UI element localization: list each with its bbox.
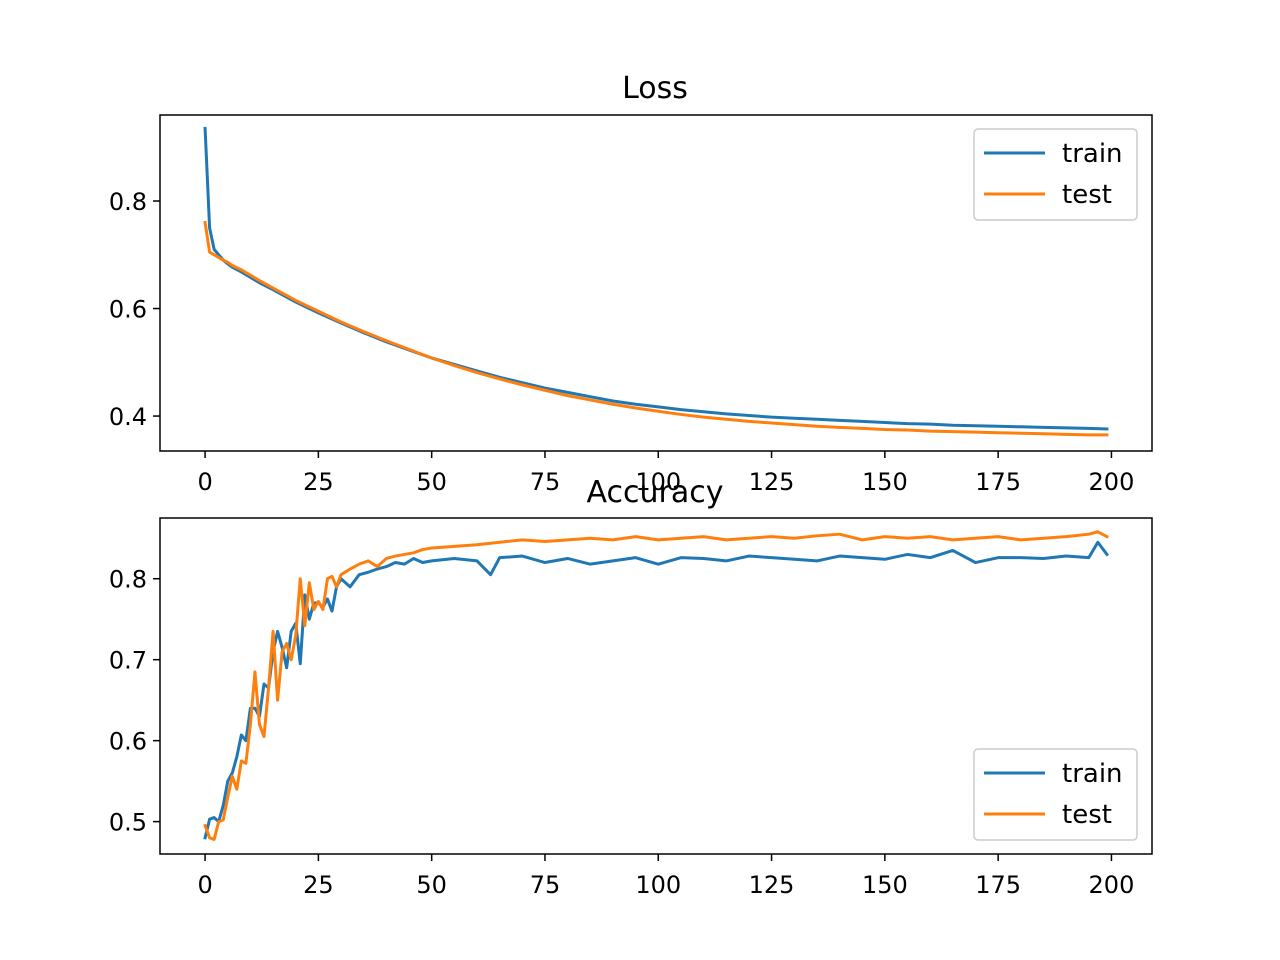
loss-axes: Loss 0 25 50 75 100 125 150 175 200 0.4 0.6 0.8 tra… [109,71,1153,496]
loss-xtick-label: 125 [749,468,795,496]
accuracy-legend: train test [973,748,1138,841]
accuracy-xtick-label: 75 [530,871,561,899]
accuracy-legend-train-label: train [1062,759,1123,789]
loss-xtick-label: 50 [416,468,447,496]
loss-series-test [203,220,1109,437]
accuracy-ytick-label: 0.6 [109,728,147,756]
accuracy-ytick-label: 0.8 [109,566,147,594]
loss-legend-test-label: test [1062,180,1112,210]
loss-legend-train-label: train [1062,139,1123,169]
accuracy-xtick-label: 0 [197,871,212,899]
accuracy-ytick-label: 0.5 [109,809,147,837]
loss-ticks-layer: 0 25 50 75 100 125 150 175 200 0.4 0.6 0.8 [109,188,1135,496]
loss-ytick-label: 0.4 [109,403,147,431]
accuracy-series-test [203,530,1109,841]
loss-axes-frame [159,114,1153,452]
accuracy-xtick-label: 25 [303,871,334,899]
accuracy-title: Accuracy [587,475,724,510]
loss-series-train [203,126,1109,431]
loss-xtick-label: 75 [530,468,561,496]
accuracy-xtick-label: 100 [635,871,681,899]
accuracy-xtick-label: 150 [862,871,908,899]
accuracy-series-layer [203,530,1110,841]
accuracy-ticks-layer: 0 25 50 75 100 125 150 175 200 0.5 0.6 0.7 0.8 [109,566,1135,899]
accuracy-xtick-label: 200 [1089,871,1135,899]
loss-series-layer [203,126,1109,437]
loss-xtick-label: 25 [303,468,334,496]
loss-xtick-label: 175 [975,468,1021,496]
accuracy-xtick-label: 50 [416,871,447,899]
loss-xtick-label: 100 [635,468,681,496]
loss-legend: train test [973,128,1138,221]
accuracy-axes-frame [159,517,1153,855]
loss-ytick-label: 0.6 [109,296,147,324]
accuracy-xtick-label: 175 [975,871,1021,899]
loss-xtick-label: 150 [862,468,908,496]
loss-title: Loss [622,71,688,106]
loss-xtick-label: 0 [197,468,212,496]
accuracy-legend-test-label: test [1062,800,1112,830]
accuracy-xtick-label: 125 [749,871,795,899]
loss-ytick-label: 0.8 [109,188,147,216]
accuracy-axes: 0 25 50 75 100 125 150 175 200 0.5 0.6 0.7 0.8 train… [109,475,1153,899]
accuracy-ytick-label: 0.7 [109,647,147,675]
loss-xtick-label: 200 [1089,468,1135,496]
